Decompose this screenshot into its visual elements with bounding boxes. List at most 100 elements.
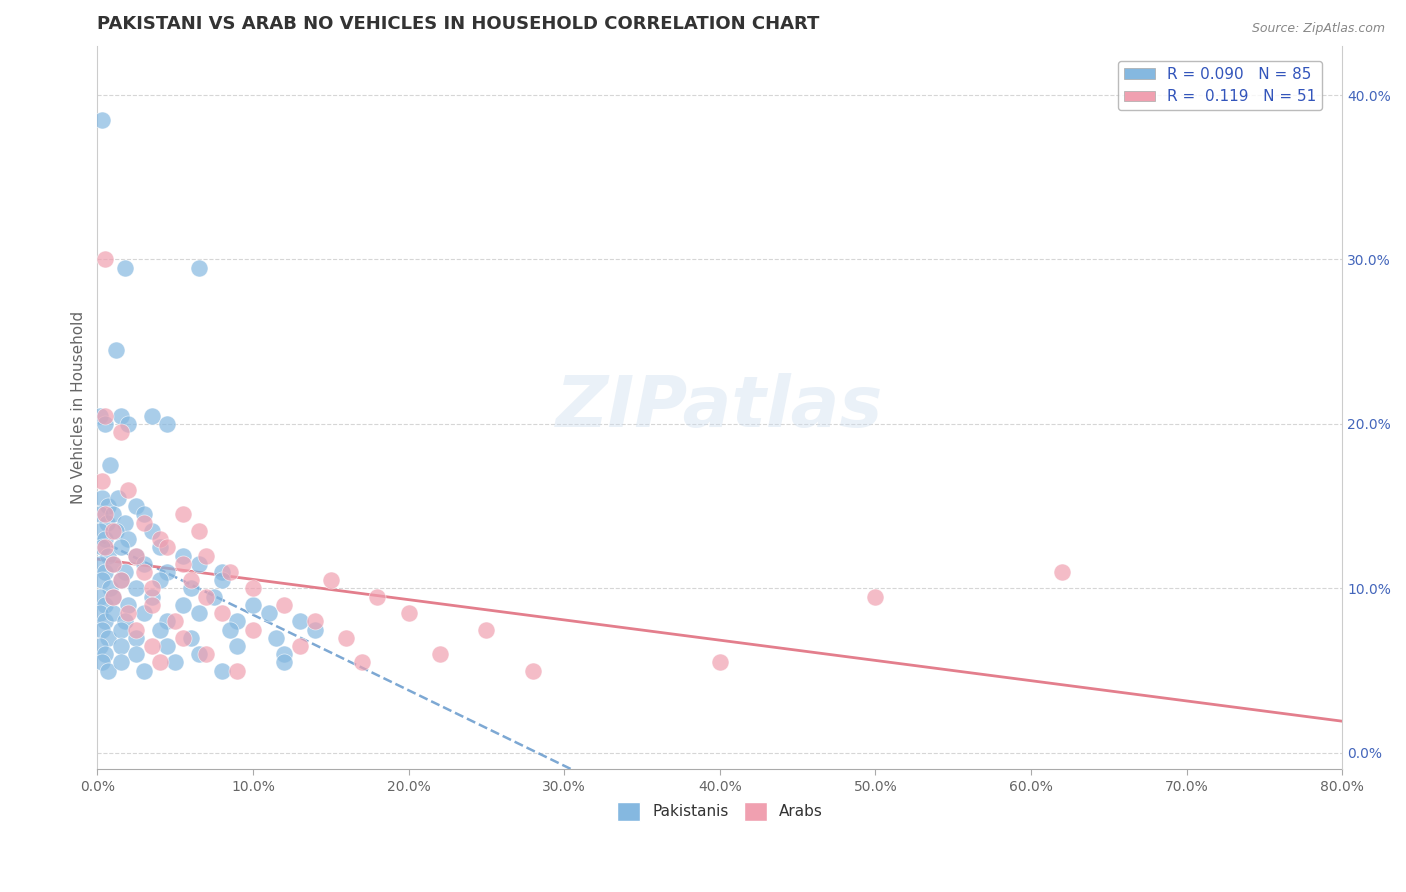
Point — [91, 656, 114, 670]
Point — [97, 664, 120, 678]
Point — [165, 615, 187, 629]
Point — [117, 483, 139, 497]
Point — [242, 623, 264, 637]
Point — [141, 639, 163, 653]
Point — [156, 417, 179, 431]
Point — [101, 524, 124, 538]
Text: PAKISTANI VS ARAB NO VEHICLES IN HOUSEHOLD CORRELATION CHART: PAKISTANI VS ARAB NO VEHICLES IN HOUSEHO… — [97, 15, 820, 33]
Point — [187, 557, 209, 571]
Point — [709, 656, 731, 670]
Point — [165, 656, 187, 670]
Point — [97, 549, 120, 563]
Point — [226, 615, 249, 629]
Point — [195, 590, 218, 604]
Point — [91, 573, 114, 587]
Point — [202, 590, 225, 604]
Point — [187, 647, 209, 661]
Point — [211, 565, 233, 579]
Point — [273, 598, 295, 612]
Point — [94, 647, 117, 661]
Point — [218, 565, 240, 579]
Point — [97, 631, 120, 645]
Point — [105, 524, 128, 538]
Point — [335, 631, 357, 645]
Point — [110, 425, 132, 439]
Point — [242, 582, 264, 596]
Point — [98, 458, 121, 472]
Point — [97, 499, 120, 513]
Point — [149, 532, 172, 546]
Point — [141, 590, 163, 604]
Point — [94, 541, 117, 555]
Point — [218, 623, 240, 637]
Point — [132, 664, 155, 678]
Point — [141, 582, 163, 596]
Point — [125, 549, 148, 563]
Point — [114, 260, 136, 275]
Point — [226, 664, 249, 678]
Point — [94, 409, 117, 423]
Point — [149, 573, 172, 587]
Point — [211, 664, 233, 678]
Point — [117, 532, 139, 546]
Point — [91, 623, 114, 637]
Point — [172, 631, 194, 645]
Point — [110, 639, 132, 653]
Point — [101, 557, 124, 571]
Point — [273, 656, 295, 670]
Point — [304, 615, 326, 629]
Point — [110, 623, 132, 637]
Point — [91, 475, 114, 489]
Point — [141, 598, 163, 612]
Text: ZIPatlas: ZIPatlas — [557, 373, 883, 442]
Point — [132, 606, 155, 620]
Point — [91, 541, 114, 555]
Point — [149, 541, 172, 555]
Point — [114, 565, 136, 579]
Point — [187, 606, 209, 620]
Point — [172, 598, 194, 612]
Point — [94, 252, 117, 267]
Point — [172, 549, 194, 563]
Point — [98, 582, 121, 596]
Point — [125, 582, 148, 596]
Point — [110, 409, 132, 423]
Point — [105, 343, 128, 357]
Point — [125, 499, 148, 513]
Point — [172, 508, 194, 522]
Point — [1050, 565, 1073, 579]
Point — [156, 565, 179, 579]
Point — [101, 590, 124, 604]
Point — [156, 541, 179, 555]
Point — [266, 631, 288, 645]
Point — [94, 532, 117, 546]
Point — [187, 260, 209, 275]
Point — [114, 516, 136, 530]
Point — [156, 615, 179, 629]
Point — [125, 631, 148, 645]
Point — [172, 557, 194, 571]
Point — [89, 557, 111, 571]
Point — [211, 606, 233, 620]
Point — [94, 615, 117, 629]
Point — [257, 606, 280, 620]
Point — [94, 565, 117, 579]
Point — [132, 508, 155, 522]
Point — [101, 557, 124, 571]
Point — [149, 656, 172, 670]
Point — [89, 590, 111, 604]
Point — [195, 549, 218, 563]
Point — [180, 582, 202, 596]
Point — [94, 417, 117, 431]
Point — [89, 409, 111, 423]
Point — [132, 557, 155, 571]
Point — [107, 491, 129, 505]
Text: Source: ZipAtlas.com: Source: ZipAtlas.com — [1251, 22, 1385, 36]
Point — [94, 598, 117, 612]
Point — [117, 417, 139, 431]
Point — [114, 615, 136, 629]
Y-axis label: No Vehicles in Household: No Vehicles in Household — [72, 311, 86, 504]
Point — [117, 598, 139, 612]
Point — [429, 647, 451, 661]
Point — [132, 516, 155, 530]
